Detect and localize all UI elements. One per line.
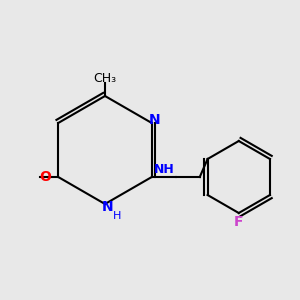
Text: CH₃: CH₃ bbox=[93, 71, 117, 85]
Text: N: N bbox=[102, 200, 114, 214]
Text: O: O bbox=[39, 170, 51, 184]
Text: NH: NH bbox=[153, 163, 174, 176]
Text: F: F bbox=[234, 215, 244, 229]
Text: N: N bbox=[149, 113, 160, 127]
Text: H: H bbox=[113, 211, 121, 221]
